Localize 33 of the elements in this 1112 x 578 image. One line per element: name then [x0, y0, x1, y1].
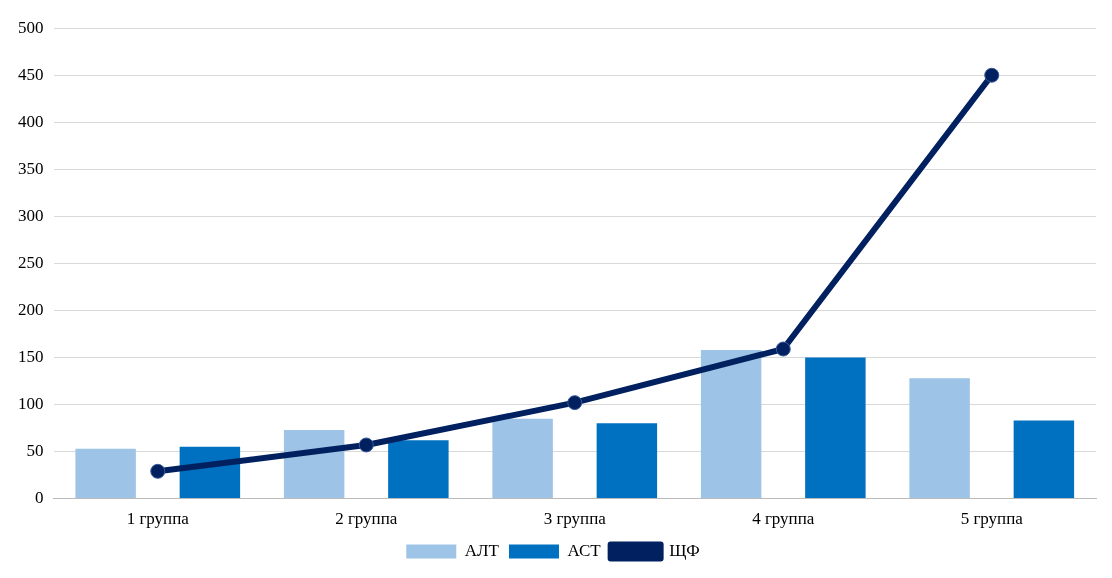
y-tick-label: 150 [18, 346, 44, 366]
bar [492, 418, 553, 499]
y-tick-label: 100 [18, 393, 44, 413]
bar [700, 349, 762, 499]
x-tick-label: 2 группа [335, 509, 398, 529]
bar [75, 448, 136, 499]
bar [1013, 420, 1075, 499]
y-tick-label: 250 [18, 252, 44, 272]
y-tick-label: 400 [18, 111, 44, 131]
bar [283, 429, 345, 499]
legend-label: АСТ [567, 540, 602, 560]
bar [596, 423, 658, 499]
bar [388, 440, 449, 499]
point [775, 341, 791, 357]
legend-label: АЛТ [464, 540, 500, 560]
y-tick-label: 350 [18, 158, 44, 178]
legend-label: ЩФ [669, 540, 700, 560]
x-tick-label: 4 группа [752, 509, 815, 529]
y-tick-label: 50 [26, 441, 44, 461]
point [358, 437, 374, 453]
y-tick-label: 0 [35, 488, 44, 508]
y-tick-label: 200 [18, 299, 44, 319]
point [984, 67, 1000, 83]
bar [805, 357, 866, 499]
x-tick-label: 3 группа [543, 509, 607, 529]
point [150, 463, 166, 479]
x-tick-label: 5 группа [960, 509, 1024, 529]
bar [909, 378, 970, 499]
y-tick-label: 300 [18, 205, 44, 225]
x-tick-label: 1 группа [126, 509, 190, 529]
point [567, 395, 583, 411]
y-tick-label: 500 [18, 17, 44, 37]
y-tick-label: 450 [18, 64, 44, 84]
